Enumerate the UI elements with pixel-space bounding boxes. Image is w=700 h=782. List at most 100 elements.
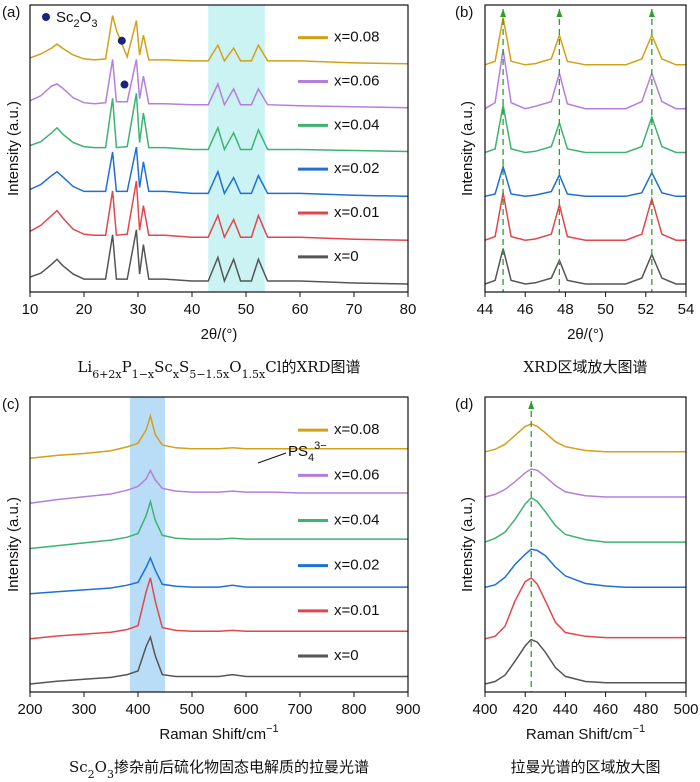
legend-label: x=0	[334, 248, 359, 265]
x-tick-label: 40	[184, 301, 201, 318]
caption: Sc2O3掺杂前后硫化物固态电解质的拉曼光谱	[69, 758, 369, 781]
spectrum	[484, 49, 686, 110]
spectrum	[29, 229, 409, 285]
caption-part: Li	[77, 358, 92, 376]
x-tick-label: 600	[233, 701, 258, 718]
spectrum	[29, 577, 408, 640]
legend-label: x=0.02	[334, 160, 379, 177]
legend-label: x=0.04	[334, 116, 379, 133]
caption-part: 3	[107, 768, 114, 781]
caption-part: Sc	[154, 358, 173, 376]
x-tick-label: 900	[395, 701, 420, 718]
annotation-arrow	[257, 452, 287, 464]
y-axis-label: Intensity (a.u.)	[459, 497, 476, 592]
x-tick-label: 46	[517, 301, 534, 318]
x-tick-label: 10	[22, 301, 39, 318]
legend-marker-label: Sc2O3	[56, 9, 97, 30]
legend-label: x=0.04	[334, 511, 379, 528]
spectrum	[29, 93, 409, 153]
spectrum	[29, 634, 408, 685]
spectrum	[484, 423, 686, 453]
caption: 拉曼光谱的区域放大图	[510, 758, 660, 776]
caption-part: 拉曼光谱的区域放大图	[510, 758, 660, 776]
x-tick-label: 420	[513, 701, 538, 718]
y-axis-label: Intensity (a.u.)	[459, 101, 476, 196]
spectrum	[484, 468, 686, 498]
guide-arrow	[556, 9, 563, 17]
annotation-part: 4	[308, 452, 314, 464]
caption-part: Sc	[69, 758, 88, 776]
legend-label: x=0.02	[334, 557, 379, 574]
spectrum	[484, 548, 686, 589]
spectrum	[29, 413, 408, 459]
spectrum	[29, 15, 409, 65]
x-tick-label: 48	[557, 301, 574, 318]
x-tick-label: 200	[17, 701, 42, 718]
spectrum	[29, 498, 408, 550]
guide-arrow	[648, 9, 655, 17]
annotation: PS43−	[288, 440, 327, 464]
sc2o3-marker	[120, 80, 129, 89]
x-axis-label-part: −1	[633, 723, 646, 735]
legend-marker	[42, 13, 50, 21]
legend-label: x=0.01	[334, 602, 379, 619]
legend-marker-label-part: 3	[91, 18, 97, 30]
x-axis-label-part: Raman Shift/cm	[526, 726, 633, 743]
x-tick-label: 54	[678, 301, 695, 318]
x-tick-label: 50	[597, 301, 614, 318]
legend-label: x=0.08	[334, 29, 379, 46]
caption-part: 1.5x	[242, 368, 266, 381]
y-axis-label: Intensity (a.u.)	[5, 101, 22, 196]
x-axis-label-part: Raman Shift/cm	[159, 726, 266, 743]
panel-label: (c)	[2, 396, 20, 413]
spectrum	[29, 59, 409, 109]
x-tick-label: 50	[238, 301, 255, 318]
x-tick-label: 300	[71, 701, 96, 718]
caption-part: O	[95, 758, 107, 776]
spectrum	[29, 180, 409, 241]
spectrum	[29, 556, 408, 595]
x-tick-label: 500	[673, 701, 698, 718]
sc2o3-marker	[117, 36, 126, 45]
x-tick-label: 70	[346, 301, 363, 318]
x-tick-label: 52	[637, 301, 654, 318]
legend-label: x=0.06	[334, 72, 379, 89]
caption-part: O	[229, 358, 241, 376]
x-axis-label-part: 2θ/(°)	[567, 326, 604, 343]
caption: Li6+2xP1−xScxS5−1.5xO1.5xCl的XRD图谱	[77, 358, 360, 381]
x-tick-label: 500	[179, 701, 204, 718]
x-axis-label: 2θ/(°)	[567, 326, 604, 343]
spectrum	[484, 17, 686, 66]
plot-frame	[29, 4, 409, 293]
x-axis-label-part: −1	[266, 723, 279, 735]
guide-arrow	[500, 9, 507, 17]
x-axis-label-part: 2θ/(°)	[201, 326, 238, 343]
legend-label: x=0.01	[334, 204, 379, 221]
legend-marker-label-part: O	[80, 9, 92, 26]
caption-part: x	[173, 368, 180, 381]
x-tick-label: 800	[341, 701, 366, 718]
x-tick-label: 20	[76, 301, 93, 318]
x-tick-label: 30	[130, 301, 147, 318]
x-tick-label: 400	[472, 701, 497, 718]
spectrum	[29, 146, 409, 198]
legend-label: x=0.08	[334, 421, 379, 438]
guide-arrow	[528, 401, 535, 409]
spectrum	[484, 192, 686, 241]
x-tick-label: 460	[593, 701, 618, 718]
spectrum	[484, 248, 686, 285]
annotation-part: 3−	[314, 440, 327, 452]
spectrum	[484, 105, 686, 154]
x-tick-label: 480	[633, 701, 658, 718]
x-tick-label: 440	[553, 701, 578, 718]
plot-frame	[484, 4, 687, 293]
spectrum	[484, 496, 686, 543]
spectrum	[29, 468, 408, 505]
annotation-part: PS	[288, 443, 308, 460]
x-tick-label: 700	[287, 701, 312, 718]
legend-marker-label-part: 2	[74, 18, 80, 30]
caption-part: 掺杂前后硫化物固态电解质的拉曼光谱	[114, 758, 369, 776]
caption: XRD区域放大图谱	[524, 358, 648, 376]
x-tick-label: 400	[125, 701, 150, 718]
